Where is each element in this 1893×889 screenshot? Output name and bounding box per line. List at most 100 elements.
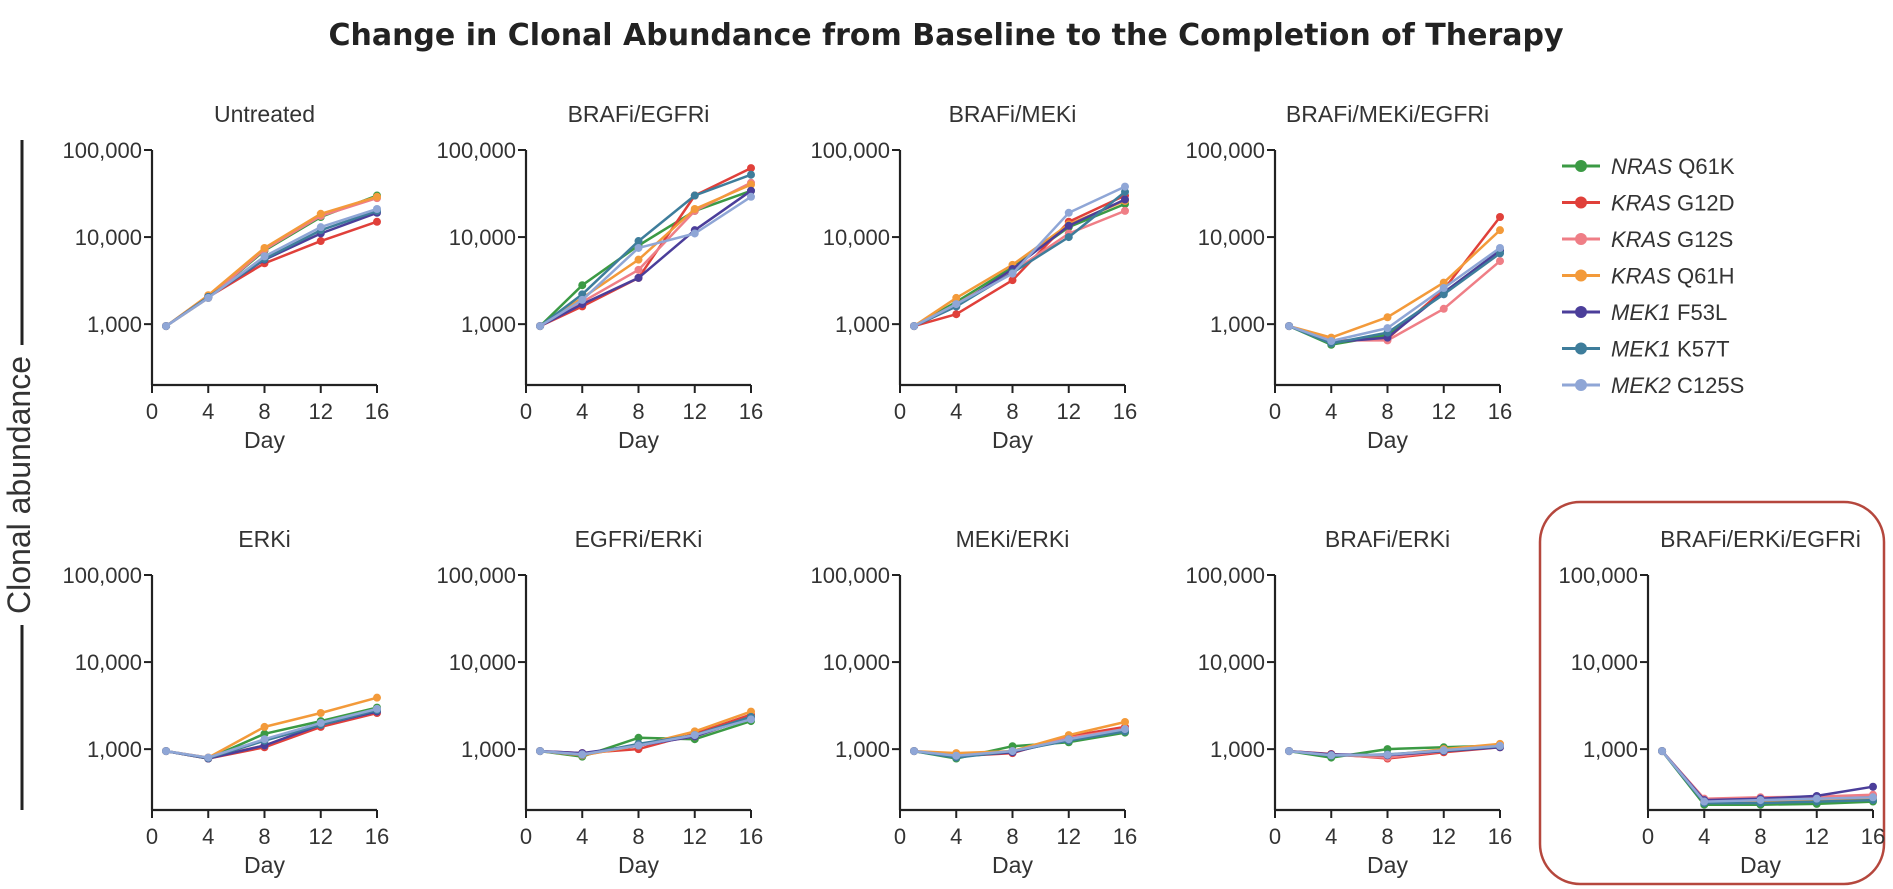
x-axis-label: Day [1367, 427, 1408, 453]
data-point-mek2-c125s [536, 747, 545, 756]
data-point-mek2-c125s [204, 753, 213, 762]
legend-swatch-marker [1575, 233, 1587, 245]
panel-title: MEKi/ERKi [956, 526, 1070, 552]
data-point-mek1-f53l [1121, 195, 1129, 204]
data-point-kras-q61h [316, 209, 325, 218]
legend-gene: KRAS [1611, 227, 1671, 252]
legend-item-nras-q61k: NRAS Q61K [1562, 154, 1735, 179]
y-tick-label: 1,000 [87, 312, 142, 337]
data-point-nras-q61k [634, 733, 643, 742]
y-tick-label: 1,000 [835, 312, 890, 337]
legend-mutation: G12S [1671, 227, 1733, 252]
y-tick-label: 10,000 [823, 650, 890, 675]
data-point-mek2-c125s [1008, 269, 1017, 278]
y-tick-label: 100,000 [436, 563, 516, 588]
data-point-mek2-c125s [910, 747, 919, 756]
x-tick-label: 16 [739, 399, 763, 424]
data-point-mek2-c125s [1383, 750, 1392, 759]
x-axis-label: Day [992, 852, 1033, 878]
x-tick-label: 8 [632, 824, 644, 849]
x-axis-label: Day [618, 427, 659, 453]
y-tick-label: 100,000 [810, 138, 890, 163]
series-line-kras-g12d [540, 713, 752, 755]
panel-meki-erki: MEKi/ERKi 1,000 10,000 100,000 0 4 8 12 16 Day [810, 526, 1137, 878]
y-tick-label: 100,000 [62, 563, 142, 588]
legend-item-mek2-c125s: MEK2 C125S [1562, 373, 1744, 398]
y-tick-label: 1,000 [1210, 312, 1265, 337]
data-point-mek1-k57t [747, 170, 755, 179]
legend-label: MEK2 C125S [1611, 373, 1744, 398]
x-tick-label: 0 [146, 824, 158, 849]
series-line-mek2-c125s [165, 207, 378, 328]
y-tick-label: 10,000 [449, 225, 516, 250]
data-point-mek1-k57t [1064, 233, 1073, 242]
y-tick-label: 10,000 [75, 225, 142, 250]
data-point-kras-g12s [634, 265, 643, 274]
legend-label: KRAS G12S [1611, 227, 1733, 252]
data-point-mek1-f53l [1064, 221, 1073, 230]
panel-erki: ERKi 1,000 10,000 100,000 0 4 8 12 16 Day [62, 526, 389, 878]
data-point-mek1-k57t [634, 237, 643, 246]
x-tick-label: 4 [576, 399, 588, 424]
data-point-kras-q61h [747, 180, 755, 189]
series-line-kras-g12s [165, 196, 378, 328]
data-point-kras-q61h [260, 243, 269, 252]
legend-item-kras-q61h: KRAS Q61H [1562, 264, 1735, 289]
data-point-mek2-c125s [373, 704, 381, 713]
y-tick-label: 10,000 [823, 225, 890, 250]
data-point-mek2-c125s [260, 735, 269, 744]
x-axis-label: Day [618, 852, 659, 878]
data-point-mek2-c125s [1700, 797, 1709, 806]
x-tick-label: 0 [1642, 824, 1654, 849]
legend-label: MEK1 K57T [1611, 337, 1730, 362]
data-point-mek2-c125s [634, 741, 643, 750]
data-point-kras-g12d [747, 164, 755, 173]
data-point-kras-g12s [1121, 206, 1129, 215]
x-tick-label: 16 [365, 824, 389, 849]
y-tick-label: 10,000 [1571, 650, 1638, 675]
legend-label: KRAS Q61H [1611, 264, 1735, 289]
y-tick-label: 100,000 [1185, 138, 1265, 163]
x-tick-label: 0 [894, 824, 906, 849]
data-point-mek2-c125s [1439, 746, 1448, 755]
legend-gene: KRAS [1611, 191, 1671, 216]
series-line-kras-q61h [1288, 229, 1501, 339]
legend-swatch-marker [1575, 342, 1587, 355]
y-tick-label: 1,000 [1583, 737, 1638, 762]
panel-brafi-meki-egfri: BRAFi/MEKi/EGFRi 1,000 10,000 100,000 0 4 8 12 1… [1185, 101, 1512, 453]
series-line-mek1-k57t [165, 209, 378, 328]
legend-mutation: F53L [1671, 300, 1727, 325]
x-tick-label: 4 [950, 399, 962, 424]
data-point-kras-q61h [952, 293, 961, 302]
panel-title: BRAFi/ERKi [1325, 526, 1450, 552]
legend-swatch-marker [1575, 160, 1587, 172]
data-point-mek2-c125s [578, 295, 587, 304]
x-axis-label: Day [1367, 852, 1408, 878]
legend-mutation: K57T [1671, 337, 1730, 362]
x-tick-label: 4 [1325, 824, 1337, 849]
x-tick-label: 8 [258, 399, 270, 424]
x-tick-label: 16 [1488, 399, 1512, 424]
data-point-mek1-f53l [1869, 782, 1877, 791]
y-tick-label: 100,000 [436, 138, 516, 163]
x-tick-label: 16 [1861, 824, 1885, 849]
legend-item-kras-g12d: KRAS G12D [1562, 191, 1735, 216]
legend-gene: NRAS [1611, 154, 1672, 179]
x-tick-label: 12 [309, 824, 333, 849]
data-point-kras-g12d [952, 310, 961, 319]
panel-title: EGFRi/ERKi [575, 526, 703, 552]
data-point-kras-q61h [1383, 313, 1392, 322]
y-axis-label-group: Clonal abundance [1, 140, 37, 810]
data-point-mek2-c125s [952, 300, 961, 309]
legend-label: MEK1 F53L [1611, 300, 1727, 325]
panel-untreated: Untreated 1,000 10,000 100,000 0 4 8 12 16 Day [62, 101, 389, 453]
data-point-kras-q61h [634, 255, 643, 264]
series-line-kras-q61h [539, 183, 752, 328]
data-point-mek2-c125s [1064, 735, 1073, 744]
data-point-mek2-c125s [162, 322, 171, 331]
series-line-nras-q61k [165, 706, 378, 760]
x-tick-label: 12 [1057, 824, 1081, 849]
x-tick-label: 12 [309, 399, 333, 424]
